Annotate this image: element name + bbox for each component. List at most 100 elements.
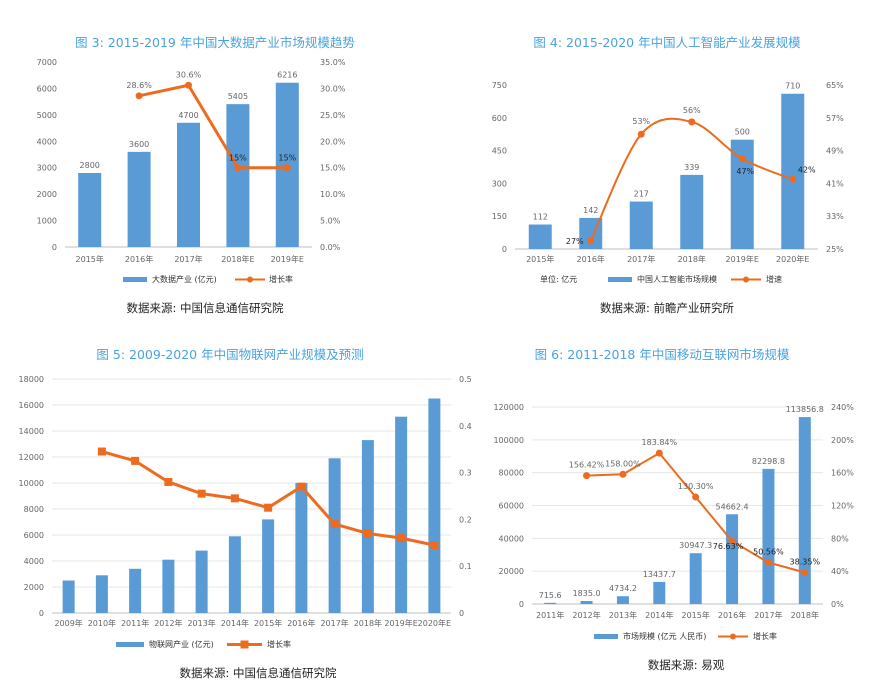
line-point [131,456,140,465]
y-tick-right: 10.0% [320,190,346,199]
y-tick-right: 15.0% [320,164,346,173]
x-tick-label: 2019年E [726,254,759,264]
source-note: 数据来源: 中国信息通信研究院 [126,301,284,315]
x-tick-label: 2019年E [271,254,304,264]
line-point [164,477,173,486]
line-point [185,81,192,89]
y-tick-right: 0.5 [459,375,472,384]
y-tick-left: 450 [492,147,507,156]
bar-value-label: 30947.3 [679,541,712,550]
line-point [230,494,239,503]
x-tick-label: 2009年 [54,618,82,628]
y-tick-left: 0 [39,609,44,618]
line-value-label: 53% [632,117,650,126]
y-tick-right: 33% [826,212,844,221]
bar [653,581,666,604]
y-tick-right: 65% [826,81,844,90]
legend-bar-swatch [123,277,147,282]
line-point [297,482,306,491]
line-point [764,558,772,566]
y-tick-right: 5.0% [320,217,341,226]
bar [78,173,102,247]
legend-label-bar: 中国人工智能市场规模 [637,274,717,284]
line-point [738,155,746,163]
y-tick-left: 6000 [24,531,44,540]
y-tick-right: 41% [826,179,844,188]
source-note: 数据来源: 中国信息通信研究院 [179,666,337,680]
bar [798,417,811,604]
y-tick-left: 600 [492,114,507,123]
y-tick-left: 12000 [19,453,44,462]
y-tick-right: 0% [831,600,844,609]
y-tick-right: 0.2 [459,515,472,524]
unit-note: 单位: 亿元 [540,274,577,284]
bar [726,514,739,604]
bar [730,139,754,249]
legend-line-marker [240,640,249,649]
x-tick-label: 2018年 [791,610,819,620]
y-tick-left: 2000 [24,583,44,592]
y-tick-right: 20.0% [320,137,346,146]
y-tick-left: 40000 [499,534,524,543]
x-tick-label: 2010年 [88,618,116,628]
x-tick-label: 2012年 [154,618,182,628]
line-point [789,175,797,183]
y-tick-left: 14000 [19,427,44,436]
y-tick-left: 2000 [37,190,57,199]
x-tick-label: 2014年 [221,618,249,628]
source-note: 数据来源: 前瞻产业研究所 [600,301,735,315]
legend-label-bar: 物联网产业 (亿元) [149,639,214,649]
bar [361,440,374,613]
y-tick-right: 80% [831,534,849,543]
x-tick-label: 2018年E [221,254,254,264]
chart-title: 图 5: 2009-2020 年中国物联网产业规模及预测 [96,347,363,362]
line-point [330,520,339,529]
line-point [363,529,372,538]
y-tick-left: 300 [492,179,507,188]
y-tick-left: 100000 [493,436,524,445]
legend-label-bar: 大数据产业 (亿元) [152,274,217,284]
y-tick-right: 120% [831,502,854,511]
y-tick-left: 4000 [37,137,57,146]
bar-value-label: 4700 [178,111,198,120]
line-value-label: 156.42% [569,461,605,470]
legend: 市场规模 (亿元 人民币) 增长率 [594,631,777,641]
bar [295,483,308,613]
plot-area: 0 1000 2000 3000 4000 5000 6000 7000 0.0% 5.0% 10.… [37,58,346,264]
y-tick-right: 0.3 [459,469,472,478]
y-tick-left: 750 [492,81,507,90]
plot-area: 0 20000 40000 60000 80000 100000 120000 0% 40% 80… [493,403,854,620]
line-point [801,569,809,577]
x-tick-label: 2015年 [682,610,710,620]
bar [177,122,200,247]
y-tick-left: 120000 [493,403,524,412]
bar-value-label: 5405 [228,92,248,101]
growth-line [138,83,288,170]
x-tick-label: 2011年 [121,618,149,628]
legend-bar-swatch [608,277,632,282]
chart-mobile-internet: 图 6: 2011-2018 年中国移动互联网市场规模 0 20000 40000 6… [493,347,854,672]
line-value-label: 30.6% [176,70,202,79]
bar [428,398,441,613]
line-point [97,447,106,456]
legend-label-line: 增长率 [753,631,777,641]
y-tick-right: 0.0% [320,243,341,252]
bar [226,104,250,248]
legend-bar-swatch [116,642,144,647]
y-tick-left: 7000 [37,58,57,67]
x-tick-label: 2014年 [645,610,673,620]
legend-label-line: 增长率 [267,639,291,649]
bar [328,458,341,613]
y-tick-left: 150 [492,212,507,221]
line-value-label: 38.35% [790,558,821,567]
bar-value-label: 113856.8 [786,405,824,414]
x-tick-label: 2016年 [287,618,315,628]
y-tick-left: 0 [502,245,507,254]
x-tick-label: 2012年 [572,610,600,620]
line-value-label: 50.56% [753,547,784,556]
bar [762,468,775,604]
x-tick-label: 2015年 [76,254,104,264]
legend-line-marker [730,633,736,640]
bar-value-label: 112 [533,213,548,222]
